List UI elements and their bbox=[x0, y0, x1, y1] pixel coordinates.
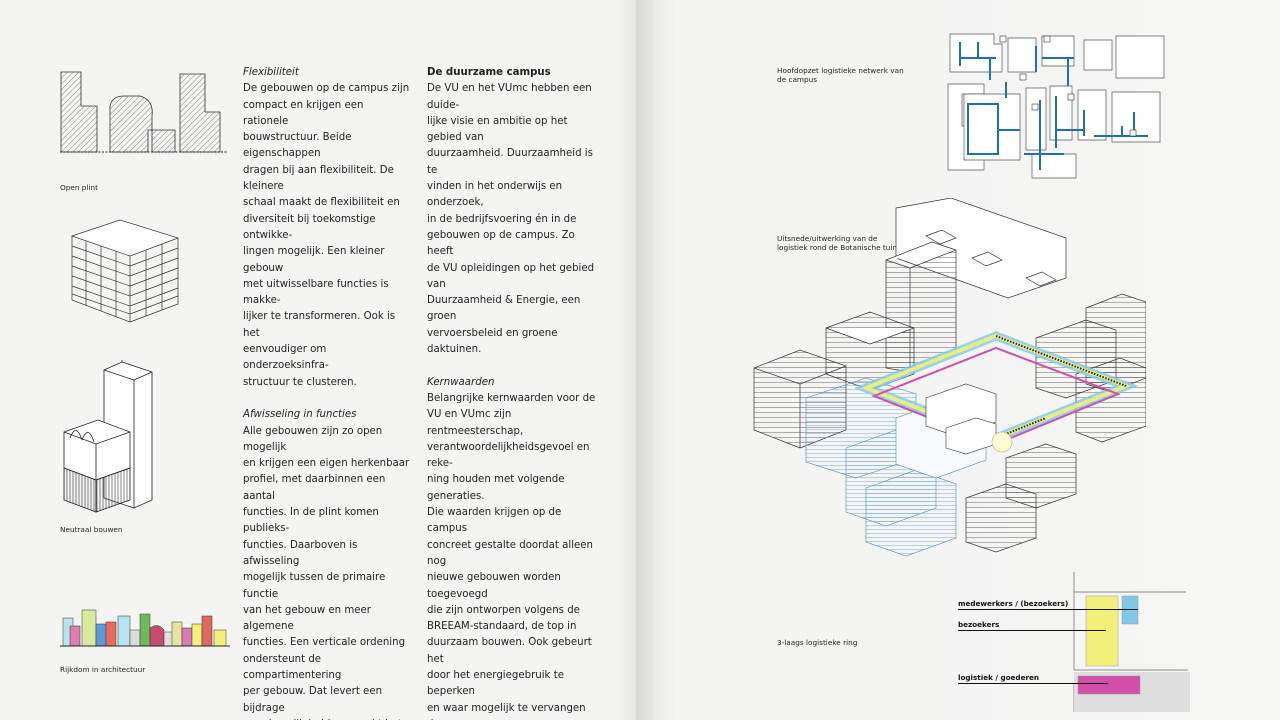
legend-logistiek: logistiek / goederen bbox=[958, 673, 1039, 682]
isometric-frame-illustration bbox=[70, 219, 180, 323]
legend-medewerkers-label: medewerkers / (bezoekers) bbox=[958, 599, 1069, 608]
text-column-1: Flexibiliteit De gebouwen op de campus z… bbox=[243, 65, 411, 720]
legend-medewerkers: medewerkers / (bezoekers) bbox=[958, 599, 1068, 608]
caption-uitsnede: Uitsnede/uitwerking van de logistiek ron… bbox=[777, 234, 898, 252]
legend-logistiek-leader bbox=[958, 683, 1108, 684]
paragraph-afwisseling: Alle gebouwen zijn zo open mogelijk en k… bbox=[243, 425, 410, 720]
legend-bezoekers-leader bbox=[958, 630, 1106, 631]
book-spine-shadow bbox=[614, 0, 654, 720]
heading-duurzame-campus: De duurzame campus bbox=[427, 67, 551, 78]
paragraph-duurzame-campus: De VU en het VUmc hebben een duide- lijk… bbox=[427, 83, 595, 356]
caption-ring: 3-laags logistieke ring bbox=[777, 638, 858, 647]
legend-medewerkers-leader bbox=[958, 609, 1138, 610]
ring-section-diagram bbox=[1073, 572, 1190, 712]
heading-kernwaarden: Kernwaarden bbox=[427, 376, 495, 388]
legend-logistiek-label: logistiek / goederen bbox=[958, 673, 1039, 682]
isometric-campus-illustration bbox=[753, 198, 1146, 557]
logistics-network-plan bbox=[947, 33, 1165, 179]
caption-network: Hoofdopzet logistieke netwerk van de cam… bbox=[777, 66, 904, 84]
heading-afwisseling: Afwisseling in functies bbox=[243, 409, 357, 421]
left-page: Open plint bbox=[0, 0, 636, 720]
legend-bezoekers: bezoekers bbox=[958, 620, 999, 629]
caption-neutraal-bouwen: Neutraal bouwen bbox=[60, 525, 123, 534]
caption-open-plint: Open plint bbox=[60, 183, 98, 192]
rijkdom-illustration bbox=[60, 609, 230, 647]
open-plint-illustration bbox=[60, 71, 228, 171]
paragraph-kernwaarden: Belangrijke kernwaarden voor de VU en VU… bbox=[427, 392, 596, 720]
heading-flexibiliteit: Flexibiliteit bbox=[243, 67, 299, 78]
text-column-2: De duurzame campus De VU en het VUmc heb… bbox=[427, 65, 597, 720]
paragraph-flexibiliteit: De gebouwen op de campus zijn compact en… bbox=[243, 83, 410, 388]
right-page: Hoofdopzet logistieke netwerk van de cam… bbox=[636, 0, 1280, 720]
neutraal-bouwen-illustration bbox=[63, 360, 153, 513]
caption-rijkdom: Rijkdom in architectuur bbox=[60, 665, 146, 674]
legend-bezoekers-label: bezoekers bbox=[958, 620, 1000, 629]
